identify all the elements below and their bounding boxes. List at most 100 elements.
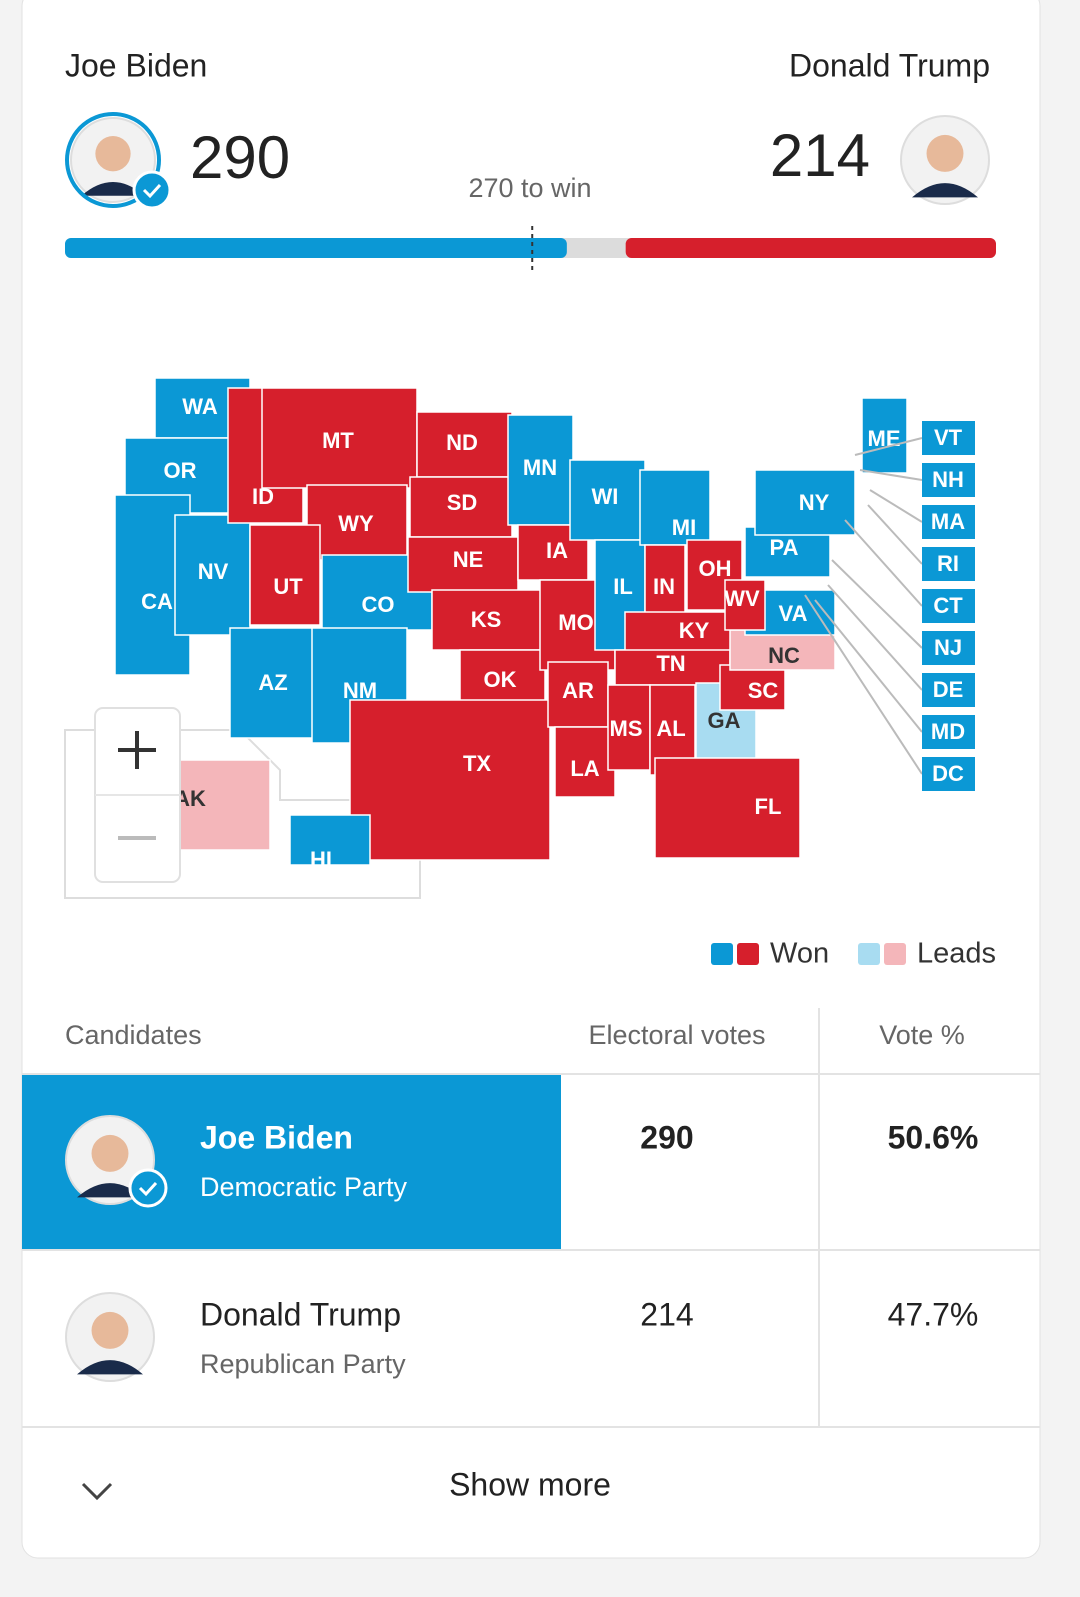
state-label: ID [252,484,274,509]
legend-swatch [737,943,759,965]
leader-line [831,559,923,649]
table-header: Electoral votes [588,1020,765,1050]
state [179,759,271,851]
state-label: VT [934,425,963,450]
candidate-name: Joe Biden [200,1119,353,1155]
party: Democratic Party [200,1172,408,1202]
state-label: NH [932,467,964,492]
state [349,699,551,861]
state-label: ND [446,430,478,455]
state-label: CT [933,593,963,618]
state-label: AL [656,716,685,741]
state-label: MD [931,719,965,744]
state-label: MS [610,716,643,741]
state [459,649,546,706]
state-label: PA [770,535,799,560]
leader-line [827,584,923,691]
state-label: IL [613,574,633,599]
state [431,589,543,651]
party: Republican Party [200,1349,406,1379]
state [229,627,316,739]
threshold-label: 270 to win [468,173,591,203]
state-label: KS [471,607,502,632]
state [639,469,711,546]
state [261,387,418,489]
state-label: WI [592,484,619,509]
small-state-box [922,421,975,455]
candidate-name: Joe Biden [65,47,207,83]
state-label: NM [343,678,377,703]
check-mark [142,183,162,199]
state-label: LA [570,756,599,781]
electoral-votes: 214 [640,1296,693,1332]
state-label: CO [362,592,395,617]
state-label: HI [310,847,332,872]
state-label: TX [463,751,491,776]
state-label: SC [748,678,779,703]
state-label: NC [768,643,800,668]
check-mark [138,1181,158,1197]
state-label: VA [779,601,808,626]
state [289,814,371,866]
leader-line [859,469,923,481]
electoral-votes: 290 [640,1119,693,1155]
avatar-body [77,1360,143,1375]
state [754,469,856,536]
small-state-box [922,463,975,497]
bar-biden [65,238,567,258]
state [654,757,801,859]
legend-swatch [884,943,906,965]
leader-line [844,519,923,607]
state-label: DC [932,761,964,786]
zoom-in[interactable] [118,731,156,769]
small-state-box [922,547,975,581]
check-badge [128,1168,168,1208]
avatar-face [926,134,964,172]
state [729,629,836,671]
state-label: SD [447,490,478,515]
state [554,726,616,798]
state-label: AR [562,678,594,703]
chevron[interactable] [81,1482,113,1501]
candidate-name: Donald Trump [200,1296,401,1332]
state-label: CA [141,589,173,614]
state-label: AZ [258,670,287,695]
state-label: NJ [934,635,962,660]
state-label: NV [198,559,229,584]
legend-label: Won [770,938,829,970]
state-label: UT [273,574,303,599]
state-label: DE [933,677,964,702]
check-badge [132,170,172,210]
small-state-box [922,631,975,665]
state-label: WV [724,586,760,611]
state-label: MO [558,610,593,635]
state [569,459,646,541]
avatar-ring [65,112,161,208]
legend-swatch [858,943,880,965]
state-label: OR [164,458,197,483]
avatar-body [912,183,978,198]
small-state-box [922,757,975,791]
leader-line [869,489,923,523]
small-state-box [922,715,975,749]
vote-pct: 50.6% [888,1119,979,1155]
state-label: OH [699,556,732,581]
small-state-box [922,505,975,539]
state-label: WA [182,394,218,419]
show-more[interactable]: Show more [449,1466,611,1502]
state-label: FL [755,794,782,819]
state-label: NY [799,490,830,515]
state-label: TN [656,651,685,676]
state-label: MN [523,455,557,480]
state-label: WY [338,511,374,536]
state-label: NE [453,547,484,572]
state-label: MI [672,515,696,540]
legend-label: Leads [917,938,996,970]
avatar-face [91,1311,129,1349]
state-label: IA [546,538,568,563]
legend-swatch [711,943,733,965]
state-label: GA [708,708,741,733]
avatar-face [95,136,131,172]
